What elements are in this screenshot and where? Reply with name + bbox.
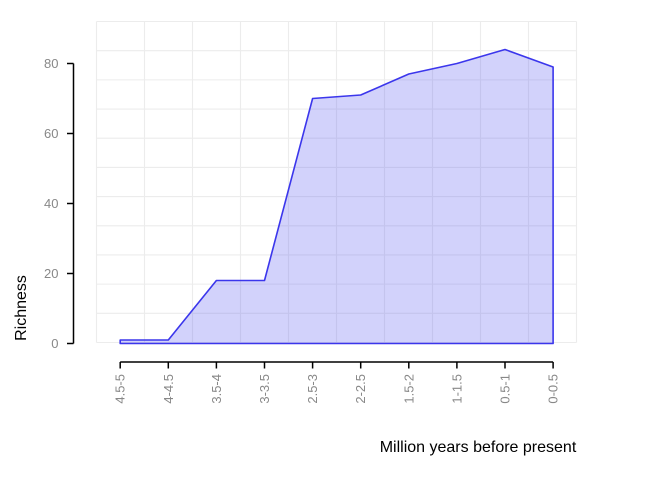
axes [67,62,554,369]
y-tick-label: 60 [44,126,58,141]
y-tick-label: 40 [44,196,58,211]
x-tick-label: 2-2.5 [353,374,368,404]
y-tick-label: 0 [51,336,58,351]
x-tick-label: 3-3.5 [257,374,272,404]
x-axis-title: Million years before present [380,439,577,456]
x-tick-label: 4.5-5 [113,374,128,404]
richness-area-polygon [119,48,554,345]
x-tick-label: 4-4.5 [161,374,176,404]
x-tick-label: 1.5-2 [401,374,416,404]
x-tick-label: 0-0.5 [546,374,561,404]
x-tick-label: 3.5-4 [209,374,224,404]
gridlines [95,20,578,344]
x-tick-label: 0.5-1 [498,374,513,404]
y-axis-title: Richness [13,275,30,341]
y-tick-labels: 0 20 40 60 80 [44,56,58,351]
y-tick-label: 20 [44,266,58,281]
area-series [119,48,554,345]
x-tick-label: 2.5-3 [305,374,320,404]
x-tick-labels: 4.5-5 4-4.5 3.5-4 3-3.5 2.5-3 2-2.5 1.5-2 1-1.5… [113,374,561,404]
x-tick-label: 1-1.5 [449,374,464,404]
y-tick-label: 80 [44,56,58,71]
